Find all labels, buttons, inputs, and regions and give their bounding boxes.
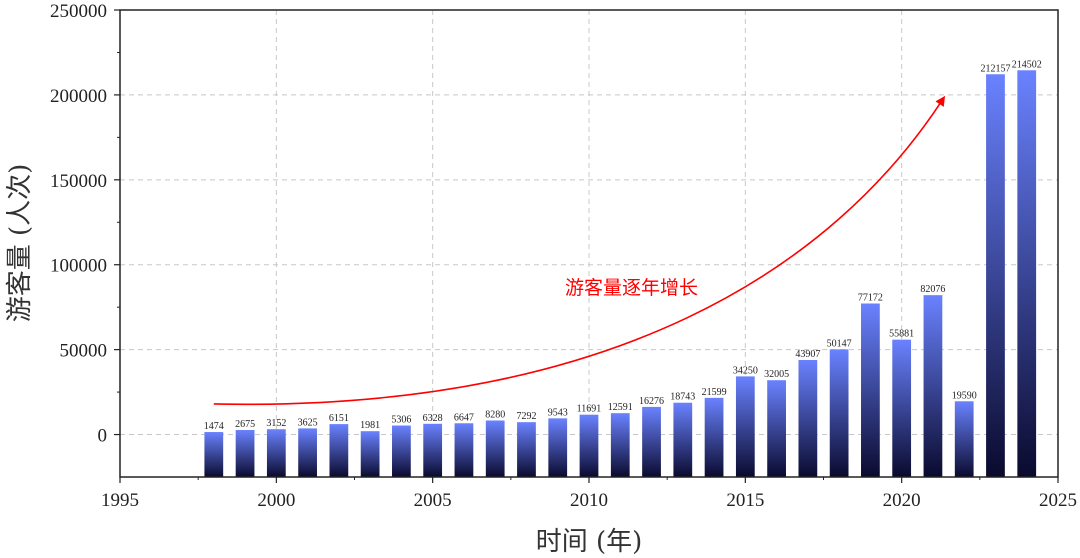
- annotation-text: 游客量逐年增长: [565, 277, 698, 299]
- bar-2005: [423, 423, 443, 477]
- y-tick-label-150000: 150000: [50, 171, 107, 192]
- bar-label-2012: 16276: [639, 396, 664, 407]
- bar-2006: [454, 423, 474, 477]
- bar-label-2009: 9543: [548, 407, 568, 418]
- bar-label-2008: 7292: [516, 411, 536, 422]
- bar-label-2007: 8280: [485, 409, 505, 420]
- bar-2018: [829, 349, 849, 477]
- x-axis-title: 时间 (年): [536, 527, 643, 557]
- y-tick-label-0: 0: [98, 426, 108, 447]
- bar-2014: [704, 397, 724, 477]
- bar-label-2004: 5306: [391, 415, 411, 426]
- x-tick-label-2025: 2025: [1039, 490, 1077, 511]
- bar-label-2002: 6151: [329, 413, 349, 424]
- bar-2019: [861, 303, 880, 477]
- bar-label-2015: 34250: [733, 365, 758, 376]
- bar-label-1999: 2675: [235, 419, 255, 430]
- bar-2012: [642, 406, 661, 477]
- bar-label-2006: 6647: [454, 412, 474, 423]
- bar-1998: [204, 432, 224, 477]
- bar-label-2023: 212157: [980, 63, 1010, 74]
- bar-label-2005: 6328: [423, 413, 443, 424]
- bar-2020: [892, 339, 912, 477]
- bar-label-2017: 43907: [795, 349, 820, 360]
- bar-2010: [579, 414, 599, 477]
- x-tick-label-2005: 2005: [414, 490, 452, 511]
- bar-2004: [392, 425, 411, 477]
- bar-2001: [298, 428, 317, 477]
- bar-label-2019: 77172: [858, 292, 883, 303]
- bar-label-2014: 21599: [702, 387, 727, 398]
- bar-2016: [767, 380, 786, 477]
- x-tick-label-2010: 2010: [570, 490, 608, 511]
- y-tick-label-50000: 50000: [60, 341, 108, 362]
- bar-value-labels: 1474 2675 3152 3625 6151 1981 5306 6328 6647 8280…: [204, 59, 1042, 432]
- bar-2008: [517, 422, 536, 477]
- x-tick-label-2000: 2000: [257, 490, 295, 511]
- y-axis-title: 游客量 (人次): [5, 164, 35, 323]
- x-tick-label-2020: 2020: [883, 490, 921, 511]
- trend-arrow: [213, 95, 946, 406]
- bar-label-2000: 3152: [266, 418, 286, 429]
- bar-label-2013: 18743: [670, 392, 695, 403]
- annotation: 游客量逐年增长: [213, 95, 946, 406]
- bar-2017: [798, 359, 818, 477]
- y-tick-label-250000: 250000: [50, 1, 107, 22]
- bar-2009: [548, 418, 568, 477]
- x-tick-label-2015: 2015: [726, 490, 764, 511]
- bar-2002: [329, 424, 349, 477]
- bar-label-2022: 19590: [952, 390, 977, 401]
- bar-label-2001: 3625: [298, 417, 318, 428]
- x-tick-label-1995: 1995: [101, 490, 139, 511]
- bar-2023: [986, 74, 1005, 478]
- bar-label-2020: 55881: [889, 329, 914, 340]
- bars: [204, 70, 1037, 478]
- axes: 1995 2000 2005 2010 2015 2020 2025 0 50000 100000…: [50, 1, 1077, 511]
- bar-2011: [610, 413, 630, 477]
- bar-2003: [360, 431, 380, 477]
- bar-2022: [954, 401, 974, 477]
- bar-1999: [235, 430, 255, 477]
- bar-label-2021: 82076: [920, 284, 945, 295]
- y-tick-label-200000: 200000: [50, 86, 107, 107]
- bar-2013: [673, 402, 693, 477]
- bar-label-2018: 50147: [827, 338, 852, 349]
- bar-label-2016: 32005: [764, 369, 789, 380]
- bar-2021: [923, 295, 943, 477]
- bar-label-2024: 214502: [1012, 59, 1042, 70]
- bar-2015: [735, 376, 755, 477]
- bar-label-2010: 11691: [577, 404, 602, 415]
- bar-2007: [485, 420, 505, 477]
- bar-label-2011: 12591: [608, 402, 633, 413]
- bar-2024: [1017, 70, 1037, 478]
- bar-label-1998: 1474: [204, 421, 224, 432]
- bar-label-2003: 1981: [360, 420, 380, 431]
- y-tick-label-100000: 100000: [50, 256, 107, 277]
- bar-2000: [266, 429, 286, 477]
